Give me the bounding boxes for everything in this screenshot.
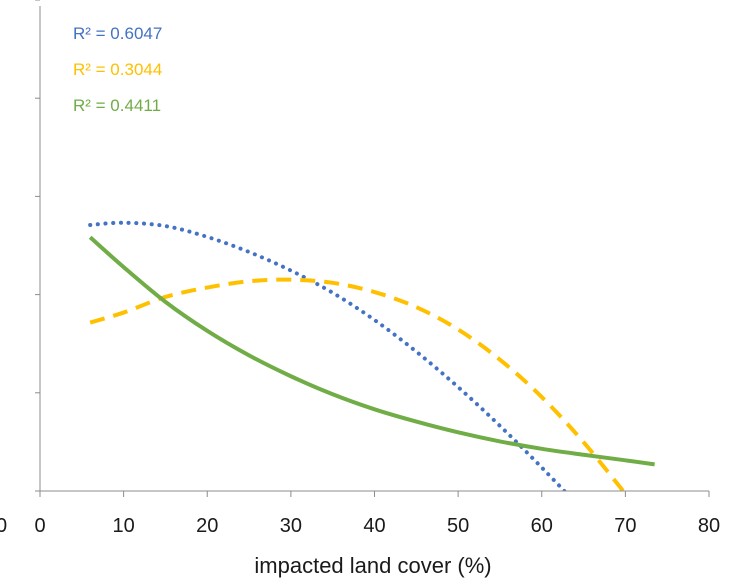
- x-axis-title: impacted land cover (%): [254, 553, 491, 578]
- x-tick-label: 10: [113, 515, 135, 537]
- plot-area: [88, 220, 655, 491]
- r2-annotation-green: R² = 0.4411: [73, 96, 161, 115]
- series-line-0-dotted: [88, 220, 568, 491]
- x-tick-label: 50: [447, 515, 469, 537]
- partial-left-tick-label: 0: [0, 515, 7, 537]
- x-tick-label: 20: [196, 515, 218, 537]
- series-line-2-solid: [88, 235, 655, 467]
- labels: 0 impacted land cover (%) R² = 0.6047 R²…: [0, 24, 720, 578]
- x-tick-label: 40: [363, 515, 385, 537]
- x-tick-label: 80: [698, 515, 720, 537]
- series-line-1-dashed: [89, 277, 626, 491]
- x-tick-label: 70: [614, 515, 636, 537]
- r2-annotation-blue: R² = 0.6047: [73, 24, 162, 43]
- x-tick-label: 60: [531, 515, 553, 537]
- x-tick-label: 30: [280, 515, 302, 537]
- x-tick-label: 0: [34, 515, 45, 537]
- axes: [35, 0, 710, 497]
- r2-annotation-yellow: R² = 0.3044: [73, 60, 162, 79]
